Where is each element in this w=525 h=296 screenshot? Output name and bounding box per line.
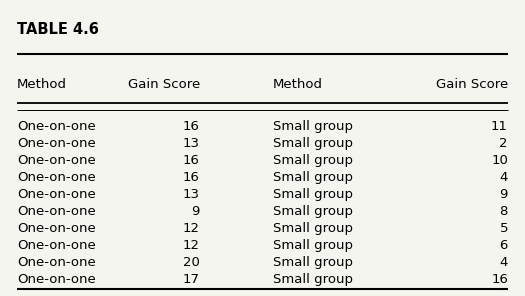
Text: 17: 17	[183, 273, 200, 286]
Text: TABLE 4.6: TABLE 4.6	[17, 22, 99, 37]
Text: One-on-one: One-on-one	[17, 171, 96, 184]
Text: 12: 12	[183, 222, 200, 235]
Text: Gain Score: Gain Score	[436, 78, 508, 91]
Text: 9: 9	[500, 188, 508, 201]
Text: 2: 2	[499, 137, 508, 150]
Text: Small group: Small group	[273, 137, 353, 150]
Text: 11: 11	[491, 120, 508, 133]
Text: Small group: Small group	[273, 171, 353, 184]
Text: 16: 16	[183, 171, 200, 184]
Text: One-on-one: One-on-one	[17, 256, 96, 269]
Text: 10: 10	[491, 154, 508, 167]
Text: Small group: Small group	[273, 222, 353, 235]
Text: Small group: Small group	[273, 256, 353, 269]
Text: 6: 6	[500, 239, 508, 252]
Text: One-on-one: One-on-one	[17, 239, 96, 252]
Text: Gain Score: Gain Score	[128, 78, 200, 91]
Text: 16: 16	[183, 154, 200, 167]
Text: 16: 16	[491, 273, 508, 286]
Text: One-on-one: One-on-one	[17, 154, 96, 167]
Text: Small group: Small group	[273, 120, 353, 133]
Text: 13: 13	[183, 137, 200, 150]
Text: One-on-one: One-on-one	[17, 188, 96, 201]
Text: One-on-one: One-on-one	[17, 120, 96, 133]
Text: 16: 16	[183, 120, 200, 133]
Text: 20: 20	[183, 256, 200, 269]
Text: 13: 13	[183, 188, 200, 201]
Text: Small group: Small group	[273, 239, 353, 252]
Text: 9: 9	[192, 205, 200, 218]
Text: 8: 8	[500, 205, 508, 218]
Text: One-on-one: One-on-one	[17, 137, 96, 150]
Text: 12: 12	[183, 239, 200, 252]
Text: One-on-one: One-on-one	[17, 205, 96, 218]
Text: One-on-one: One-on-one	[17, 222, 96, 235]
Text: Small group: Small group	[273, 205, 353, 218]
Text: 5: 5	[499, 222, 508, 235]
Text: One-on-one: One-on-one	[17, 273, 96, 286]
Text: Small group: Small group	[273, 273, 353, 286]
Text: Small group: Small group	[273, 188, 353, 201]
Text: Method: Method	[273, 78, 323, 91]
Text: Small group: Small group	[273, 154, 353, 167]
Text: Method: Method	[17, 78, 67, 91]
Text: 4: 4	[500, 171, 508, 184]
Text: 4: 4	[500, 256, 508, 269]
